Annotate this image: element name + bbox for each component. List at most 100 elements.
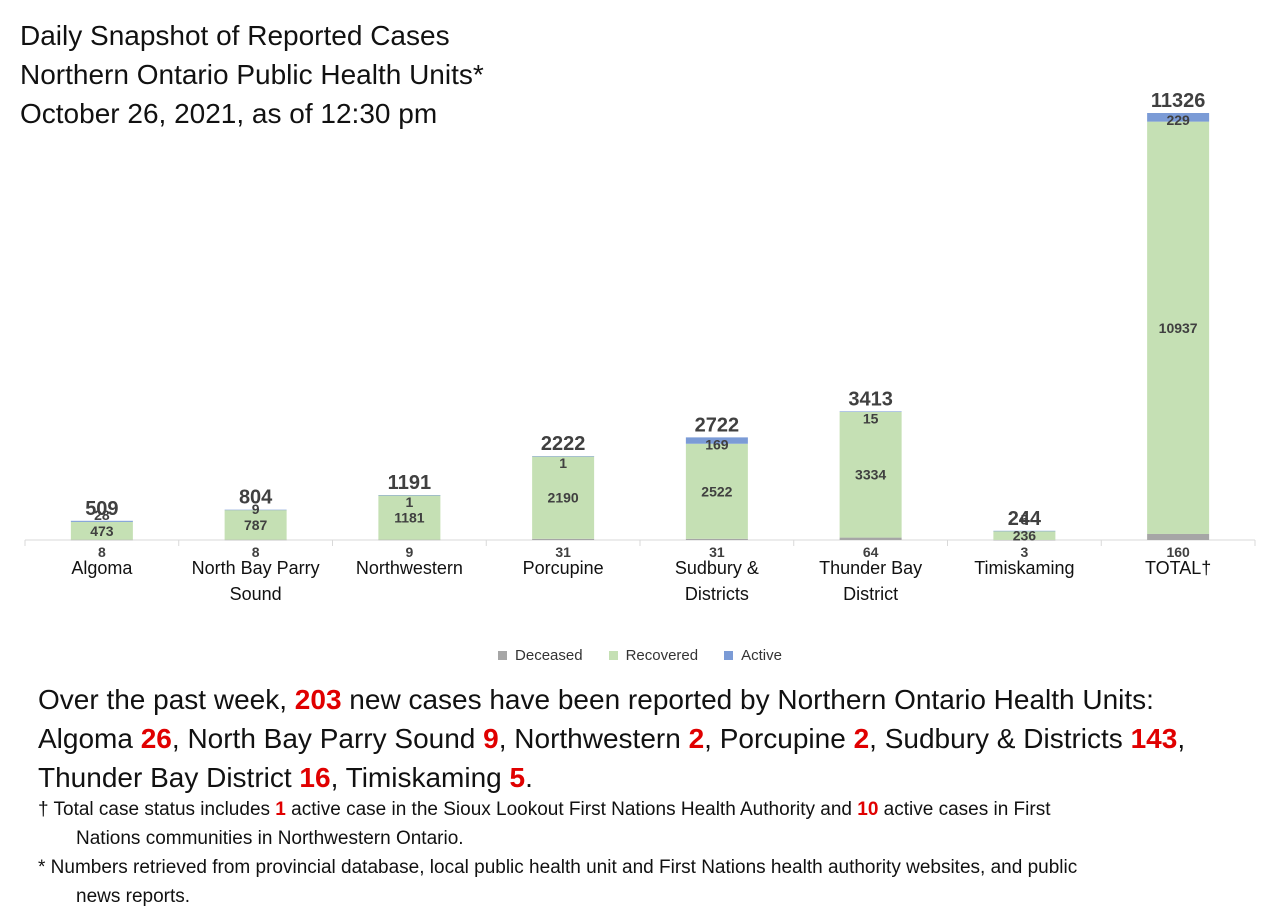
total-label: 1191 [388, 472, 431, 494]
category-label: District [843, 584, 898, 604]
data-label-active: 15 [863, 410, 879, 426]
category-label: North Bay Parry [192, 558, 320, 578]
bar-segment-recovered [993, 530, 1056, 540]
summary-item-value: 9 [483, 723, 499, 754]
summary-item: Thunder Bay District 16, [38, 762, 346, 793]
data-label-deceased: 8 [98, 544, 106, 560]
data-label-recovered: 3334 [855, 467, 886, 483]
title-line-2: Northern Ontario Public Health Units* [20, 59, 484, 90]
summary-item-sep: , [704, 723, 720, 754]
data-label-recovered: 1181 [394, 509, 425, 525]
data-label-active: 28 [94, 507, 110, 523]
title-line-3: October 26, 2021, as of 12:30 pm [20, 98, 438, 129]
legend-item-active: Active [724, 647, 782, 664]
summary-item-sep: , [330, 762, 346, 793]
bar-segment-recovered [1147, 121, 1210, 534]
bar-segment-deceased [532, 538, 595, 540]
total-label: 509 [85, 498, 118, 520]
category-label: Sudbury & [675, 558, 759, 578]
summary-item-value: 26 [140, 723, 172, 754]
summary-item: Porcupine 2, [720, 723, 885, 754]
footnote-dagger: † Total case status includes 1 active ca… [38, 795, 1270, 853]
footnote-text: active case in the Sioux Lookout First N… [285, 799, 858, 820]
summary-total-new: 203 [294, 684, 342, 715]
legend-label-recovered: Recovered [625, 647, 699, 664]
bar-segment-active [839, 411, 902, 412]
summary-item-label: Thunder Bay District [38, 762, 300, 793]
bar-segment-active [378, 495, 441, 496]
summary-item-sep: , [869, 723, 885, 754]
data-label-deceased: 64 [863, 544, 879, 560]
chart-legend: Deceased Recovered Active [0, 647, 1280, 664]
title-line-1: Daily Snapshot of Reported Cases [20, 20, 450, 51]
bar-segment-deceased [839, 537, 902, 540]
summary-item: Algoma 26, [38, 723, 187, 754]
data-label-deceased: 3 [1020, 544, 1028, 560]
data-label-deceased: 31 [709, 544, 725, 560]
summary-item-label: Porcupine [719, 723, 854, 754]
legend-item-deceased: Deceased [498, 647, 583, 664]
bar-segment-recovered [685, 443, 748, 539]
summary-item-value: 5 [509, 762, 526, 793]
summary-item: Sudbury & Districts 143, [885, 723, 1185, 754]
total-label: 11326 [1151, 90, 1206, 112]
total-label: 244 [1008, 508, 1042, 530]
bar-segment-recovered [224, 510, 287, 540]
data-label-recovered: 2190 [548, 490, 579, 506]
bar-segment-deceased [993, 539, 1056, 541]
summary-item-label: Northwestern [514, 723, 689, 754]
footnote-text: Nations communities in Northwestern Onta… [76, 828, 464, 849]
footnote-text: news reports. [76, 886, 191, 907]
summary-item-sep: , [171, 723, 188, 754]
bar-segment-deceased [378, 539, 441, 541]
bar-segment-active [70, 520, 133, 522]
total-label: 3413 [848, 388, 893, 410]
bar-segment-active [685, 437, 748, 444]
data-label-recovered: 473 [90, 523, 114, 539]
total-label: 2222 [541, 433, 586, 455]
category-label: Sound [230, 584, 282, 604]
legend-label-active: Active [741, 647, 782, 664]
summary-item: North Bay Parry Sound 9, [187, 723, 514, 754]
data-label-active: 229 [1166, 112, 1190, 128]
category-label: Timiskaming [974, 558, 1074, 578]
summary-intro-b: new cases have been reported by Northern… [341, 684, 1154, 715]
data-label-active: 169 [705, 436, 729, 452]
footnote-number: 1 [275, 799, 286, 820]
category-label: Districts [685, 584, 749, 604]
category-label: Porcupine [523, 558, 604, 578]
summary-intro-a: Over the past week, [38, 684, 295, 715]
legend-swatch-recovered [608, 651, 618, 660]
data-label-recovered: 236 [1013, 527, 1037, 543]
bar-segment-recovered [839, 411, 902, 538]
data-label-active: 1 [559, 455, 567, 471]
summary-item: Timiskaming 5. [346, 762, 533, 793]
weekly-summary: Over the past week, 203 new cases have b… [38, 680, 1268, 797]
data-label-deceased: 9 [405, 544, 413, 560]
legend-item-recovered: Recovered [608, 647, 699, 664]
data-label-deceased: 160 [1166, 544, 1190, 560]
summary-item-label: Sudbury & Districts [884, 723, 1131, 754]
bar-segment-deceased [224, 539, 287, 541]
summary-item-sep: , [1177, 723, 1186, 754]
category-label: Thunder Bay [819, 558, 922, 578]
bar-segment-deceased [1147, 533, 1210, 540]
data-label-active: 9 [252, 501, 260, 517]
footnote-text: active cases in First [878, 799, 1051, 820]
bar-segment-active [532, 456, 595, 457]
data-label-deceased: 8 [252, 544, 260, 560]
category-label: Northwestern [356, 558, 463, 578]
footnote-star: * Numbers retrieved from provincial data… [38, 853, 1270, 911]
total-label: 2722 [695, 414, 740, 436]
data-label-active: 5 [1020, 511, 1028, 527]
legend-label-deceased: Deceased [515, 647, 583, 664]
summary-item-sep: , [498, 723, 515, 754]
summary-item-sep: . [525, 762, 533, 793]
footnote-text: * Numbers retrieved from provincial data… [38, 857, 1078, 878]
data-label-deceased: 31 [555, 544, 571, 560]
total-label: 804 [239, 487, 273, 509]
bar-segment-recovered [532, 456, 595, 539]
summary-item-value: 2 [853, 723, 870, 754]
summary-item-value: 143 [1130, 723, 1178, 754]
